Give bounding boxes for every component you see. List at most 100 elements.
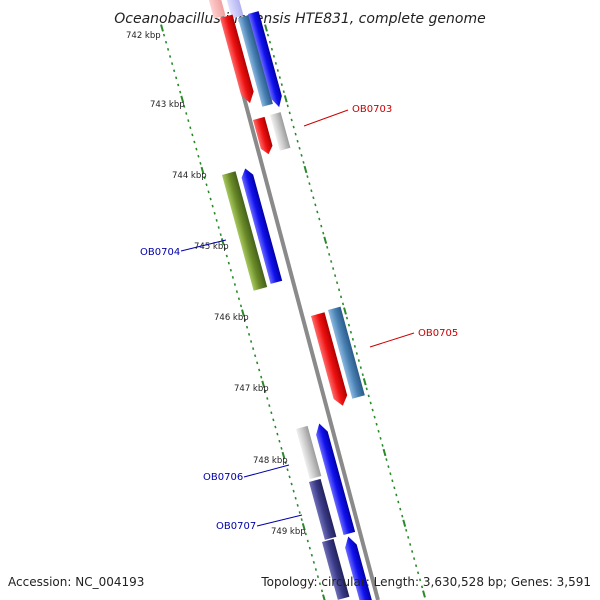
minor-tick	[294, 496, 297, 500]
tick-label-749: 749 kbp	[271, 527, 306, 537]
gene-arrow-navy-2	[322, 538, 350, 600]
minor-tick	[415, 564, 418, 568]
minor-tick	[290, 118, 293, 122]
tick-label-747: 747 kbp	[234, 384, 269, 394]
minor-tick	[288, 111, 291, 115]
minor-tick	[282, 90, 285, 94]
minor-tick	[385, 458, 388, 461]
gene-label-ob0704[interactable]: OB0704	[140, 247, 180, 258]
minor-tick	[211, 204, 214, 208]
minor-tick	[314, 203, 317, 207]
minor-tick	[280, 447, 283, 450]
major-tick	[303, 165, 308, 174]
minor-tick	[233, 283, 236, 286]
minor-tick	[377, 429, 380, 433]
gene-label-ob0707[interactable]: OB0707	[216, 521, 256, 532]
major-tick	[402, 519, 407, 527]
gene-arrow-ob0703	[270, 112, 291, 151]
major-tick	[220, 238, 225, 246]
minor-tick	[296, 139, 299, 143]
minor-tick	[381, 444, 384, 447]
major-tick	[323, 236, 328, 244]
minor-tick	[357, 359, 360, 362]
leader-ob0705	[369, 332, 415, 348]
minor-tick	[369, 401, 372, 405]
gene-arrow-faded-red	[208, 0, 226, 19]
major-tick	[362, 378, 367, 386]
minor-tick	[318, 582, 322, 586]
minor-tick	[193, 140, 196, 144]
minor-tick	[373, 415, 376, 419]
minor-tick	[286, 104, 289, 108]
minor-tick	[166, 48, 170, 51]
minor-tick	[209, 197, 212, 201]
leader-ob0704	[180, 239, 227, 252]
minor-tick	[205, 183, 208, 187]
minor-tick	[270, 411, 273, 415]
minor-tick	[312, 561, 315, 564]
minor-tick	[250, 340, 253, 343]
minor-tick	[332, 267, 335, 270]
minor-tick	[274, 62, 277, 65]
minor-tick	[310, 189, 313, 193]
minor-tick	[405, 528, 408, 532]
minor-tick	[284, 461, 287, 464]
minor-tick	[379, 436, 382, 440]
minor-tick	[314, 568, 317, 571]
gene-arrow-ob0705	[328, 306, 365, 399]
major-tick	[241, 309, 245, 317]
inner-tick-track	[160, 24, 326, 600]
minor-tick	[308, 546, 311, 550]
minor-tick	[207, 190, 210, 194]
gene-label-ob0706[interactable]: OB0706	[203, 472, 243, 483]
minor-tick	[322, 231, 325, 235]
minor-tick	[237, 297, 241, 301]
major-tick	[200, 166, 205, 175]
major-tick	[281, 451, 286, 460]
minor-tick	[409, 543, 412, 546]
minor-tick	[169, 55, 172, 58]
tick-label-742: 742 kbp	[126, 31, 161, 41]
minor-tick	[272, 418, 275, 422]
minor-tick	[355, 352, 358, 355]
minor-tick	[264, 390, 267, 393]
gene-arrow-ob0703-red	[253, 116, 273, 155]
minor-tick	[254, 354, 257, 358]
minor-tick	[353, 345, 356, 348]
outer-tick-track	[264, 24, 426, 598]
minor-tick	[294, 132, 297, 136]
tick-labels: 742 kbp 743 kbp 744 kbp 745 kbp 746 kbp …	[126, 31, 306, 537]
minor-tick	[217, 226, 220, 229]
major-tick	[422, 590, 426, 598]
minor-tick	[345, 316, 349, 320]
minor-tick	[290, 482, 293, 486]
gene-arrow-ob0704	[222, 171, 268, 291]
minor-tick	[268, 404, 271, 407]
leader-ob0703	[303, 109, 349, 127]
gene-label-leaders	[180, 109, 415, 527]
minor-tick	[247, 333, 251, 336]
minor-tick	[367, 394, 370, 398]
major-tick	[322, 594, 326, 600]
minor-tick	[420, 585, 424, 589]
minor-tick	[359, 366, 362, 369]
major-tick	[261, 380, 266, 388]
minor-tick	[306, 175, 309, 178]
minor-tick	[296, 504, 299, 507]
minor-tick	[320, 589, 324, 593]
minor-tick	[371, 408, 374, 412]
topology-text: Topology: circular; Length: 3,630,528 bp…	[260, 575, 591, 589]
gene-label-ob0705[interactable]: OB0705	[418, 328, 458, 339]
major-tick	[160, 24, 164, 32]
minor-tick	[310, 553, 313, 557]
gene-label-ob0703[interactable]: OB0703	[352, 104, 392, 115]
minor-tick	[175, 76, 178, 80]
minor-tick	[413, 557, 416, 560]
map-title: Oceanobacillus iheyensis HTE831, complet…	[114, 11, 485, 27]
minor-tick	[306, 539, 309, 543]
minor-tick	[227, 261, 230, 265]
minor-tick	[239, 304, 243, 308]
tick-label-743: 743 kbp	[150, 100, 185, 110]
accession-text: Accession: NC_004193	[8, 575, 144, 589]
